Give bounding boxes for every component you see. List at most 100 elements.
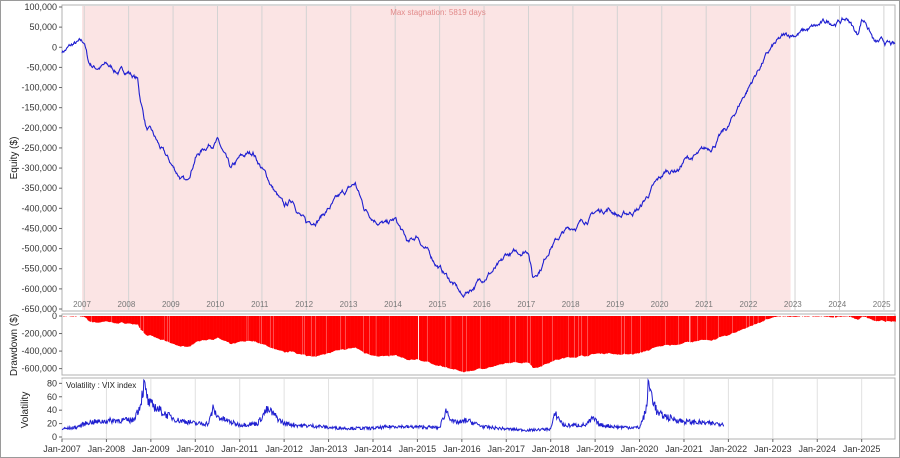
drawdown-bar — [804, 316, 805, 317]
drawdown-bar — [618, 316, 620, 355]
drawdown-bar — [504, 316, 506, 364]
drawdown-bar — [154, 316, 156, 338]
equity-y-ticks: 100,000 50,000 0 -50,000 -100,000 -150,000 -20… — [21, 2, 62, 314]
drawdown-bar — [520, 316, 522, 363]
drawdown-bar — [530, 316, 532, 365]
drawdown-bar — [303, 316, 305, 355]
drawdown-bar — [185, 316, 187, 347]
drawdown-bar — [351, 316, 353, 348]
drawdown-bar — [81, 316, 82, 317]
drawdown-bar — [120, 316, 122, 323]
drawdown-bar — [634, 316, 636, 354]
drawdown-bar — [301, 316, 303, 355]
drawdown-bar — [223, 316, 225, 341]
drawdown-bar — [545, 316, 547, 364]
drawdown-bar — [470, 316, 472, 371]
drawdown-bar — [400, 316, 402, 358]
drawdown-bar — [573, 316, 574, 358]
equity-year-label: 2019 — [606, 300, 624, 309]
drawdown-bar — [84, 316, 86, 318]
drawdown-bar — [790, 316, 792, 317]
drawdown-bar — [307, 316, 308, 356]
drawdown-bar — [378, 316, 380, 357]
drawdown-bar — [642, 316, 643, 352]
drawdown-bar — [580, 316, 582, 356]
equity-y-tick-label: -150,000 — [21, 103, 57, 113]
drawdown-bar — [658, 316, 660, 347]
drawdown-bar — [680, 316, 682, 344]
drawdown-bar — [793, 316, 795, 317]
drawdown-bar — [556, 316, 558, 360]
drawdown-bar — [872, 316, 874, 321]
drawdown-bar — [357, 316, 359, 350]
drawdown-bar — [495, 316, 497, 366]
drawdown-bar — [482, 316, 483, 370]
drawdown-bar — [477, 316, 479, 369]
drawdown-bar — [263, 316, 264, 345]
drawdown-bar — [599, 316, 601, 354]
drawdown-bar — [420, 316, 422, 361]
drawdown-bar — [653, 316, 655, 348]
drawdown-bar — [782, 316, 784, 317]
drawdown-bar — [498, 316, 500, 365]
drawdown-bar — [854, 316, 856, 319]
drawdown-bar — [774, 316, 776, 317]
drawdown-bar — [335, 316, 336, 351]
drawdown-bar — [665, 316, 667, 345]
drawdown-bar — [892, 316, 893, 322]
drawdown-bar — [575, 316, 577, 358]
drawdown-bar — [828, 316, 830, 317]
drawdown-bar — [493, 316, 495, 367]
drawdown-bar — [415, 316, 417, 360]
drawdown-bar — [570, 316, 572, 358]
drawdown-bar — [698, 316, 699, 341]
equity-year-label: 2015 — [429, 300, 447, 309]
drawdown-bar — [254, 316, 256, 342]
drawdown-bar — [116, 316, 118, 324]
drawdown-bar — [869, 316, 871, 319]
drawdown-bar — [224, 316, 226, 341]
drawdown-bar — [610, 316, 612, 354]
drawdown-bar — [761, 316, 762, 322]
drawdown-bar — [380, 316, 382, 356]
drawdown-bar — [699, 316, 701, 341]
drawdown-bar — [194, 316, 196, 343]
drawdown-bar — [431, 316, 433, 364]
drawdown-bar — [421, 316, 423, 362]
drawdown-bar — [618, 316, 620, 355]
equity-y-tick-label: -300,000 — [21, 163, 57, 173]
drawdown-bar — [551, 316, 552, 362]
drawdown-bar — [805, 316, 807, 317]
drawdown-bar — [834, 316, 836, 318]
drawdown-bar — [235, 316, 237, 343]
drawdown-bar — [552, 316, 554, 362]
drawdown-bar — [374, 316, 376, 356]
drawdown-bar — [586, 316, 588, 357]
equity-year-label: 2012 — [295, 300, 313, 309]
drawdown-bar — [830, 316, 831, 318]
drawdown-bar — [591, 316, 592, 355]
drawdown-bar — [124, 316, 126, 324]
drawdown-bar — [755, 316, 757, 325]
drawdown-bar — [558, 316, 560, 360]
drawdown-bar — [867, 316, 868, 318]
drawdown-bar — [505, 316, 507, 364]
drawdown-bar — [839, 316, 841, 317]
drawdown-bar — [178, 316, 180, 346]
drawdown-bar — [661, 316, 663, 347]
drawdown-bar — [276, 316, 278, 350]
drawdown-bar — [286, 316, 288, 353]
drawdown-bar — [408, 316, 410, 361]
drawdown-bar — [638, 316, 639, 354]
drawdown-bar — [627, 316, 629, 355]
drawdown-bar — [829, 316, 830, 317]
drawdown-bar — [692, 316, 694, 342]
drawdown-bar — [527, 316, 529, 363]
drawdown-bar — [260, 316, 262, 345]
drawdown-bar — [690, 316, 692, 343]
drawdown-bar — [636, 316, 638, 353]
drawdown-bar — [840, 316, 842, 317]
drawdown-bar — [404, 316, 406, 359]
drawdown-bar — [762, 316, 764, 322]
drawdown-bar — [438, 316, 439, 366]
